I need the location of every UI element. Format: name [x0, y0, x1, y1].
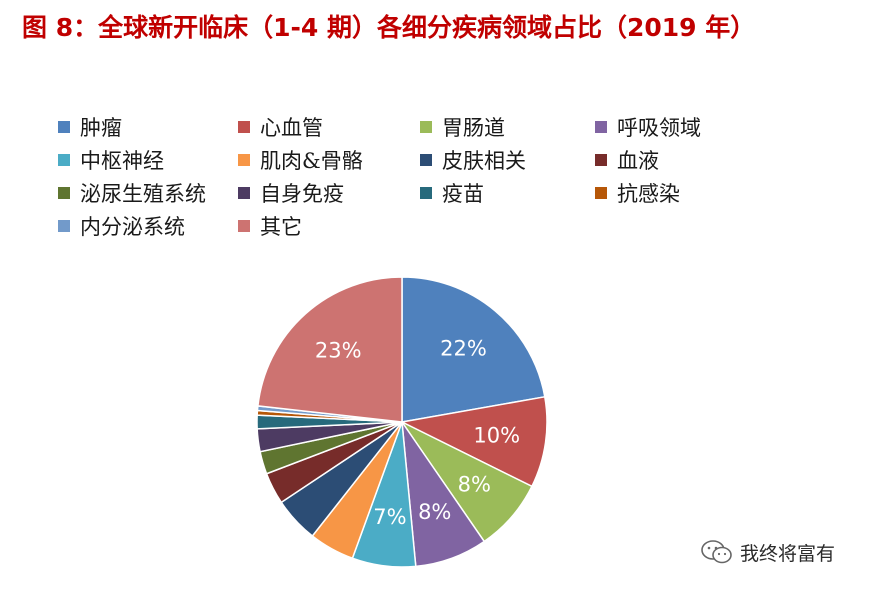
legend-label: 心血管: [260, 116, 323, 140]
legend-label: 其它: [260, 215, 302, 239]
wechat-icon: [701, 540, 732, 564]
legend-label: 胃肠道: [442, 116, 505, 140]
legend-label: 自身免疫: [260, 182, 344, 206]
legend-label: 呼吸领域: [617, 116, 701, 140]
legend-item: 疫苗: [420, 178, 484, 208]
pie-slice: [399, 395, 548, 488]
slice-data-label: 7%: [373, 505, 406, 529]
legend-swatch: [238, 154, 250, 166]
legend-swatch: [58, 187, 70, 199]
chart-title: 图 8：全球新开临床（1-4 期）各细分疾病领域占比（2019 年）: [22, 13, 756, 42]
legend-item: 中枢神经: [58, 145, 164, 175]
legend-swatch: [420, 121, 432, 133]
legend-item: 心血管: [238, 112, 323, 142]
legend-label: 中枢神经: [80, 149, 164, 173]
slice-data-label: 23%: [315, 339, 362, 363]
legend-swatch: [595, 154, 607, 166]
legend-item: 呼吸领域: [595, 112, 701, 142]
legend-label: 肿瘤: [80, 116, 122, 140]
legend-item: 皮肤相关: [420, 145, 526, 175]
legend-swatch: [420, 187, 432, 199]
legend-label: 皮肤相关: [442, 149, 526, 173]
pie-slice: [257, 276, 403, 423]
legend-item: 泌尿生殖系统: [58, 178, 206, 208]
legend-swatch: [595, 121, 607, 133]
legend-item: 胃肠道: [420, 112, 505, 142]
legend-swatch: [595, 187, 607, 199]
legend-label: 血液: [617, 149, 659, 173]
slice-data-label: 8%: [458, 473, 491, 497]
watermark: 我终将富有: [700, 537, 835, 567]
legend-swatch: [238, 220, 250, 232]
legend-label: 肌肉&骨骼: [260, 149, 363, 173]
legend-item: 肌肉&骨骼: [238, 145, 363, 175]
legend-item: 肿瘤: [58, 112, 122, 142]
legend-swatch: [238, 121, 250, 133]
watermark-text: 我终将富有: [740, 542, 836, 565]
legend-label: 内分泌系统: [80, 215, 185, 239]
legend-item: 其它: [238, 211, 302, 241]
legend-label: 疫苗: [442, 182, 484, 206]
legend-item: 血液: [595, 145, 659, 175]
pie-slice: [401, 276, 546, 423]
legend-label: 抗感染: [617, 182, 680, 206]
legend-swatch: [238, 187, 250, 199]
legend-item: 内分泌系统: [58, 211, 185, 241]
legend-swatch: [58, 121, 70, 133]
legend-label: 泌尿生殖系统: [80, 182, 206, 206]
legend-item: 自身免疫: [238, 178, 344, 208]
legend-swatch: [58, 220, 70, 232]
legend-item: 抗感染: [595, 178, 680, 208]
legend-swatch: [420, 154, 432, 166]
slice-data-label: 22%: [440, 337, 487, 361]
legend-swatch: [58, 154, 70, 166]
slice-data-label: 8%: [418, 500, 451, 524]
slice-data-label: 10%: [473, 424, 520, 448]
